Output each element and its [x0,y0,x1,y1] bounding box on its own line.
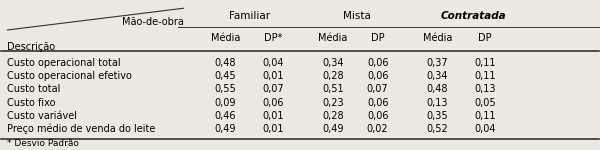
Text: 0,01: 0,01 [262,71,284,81]
Text: Contratada: Contratada [440,11,506,21]
Text: DP*: DP* [264,33,283,43]
Text: 0,06: 0,06 [367,71,388,81]
Text: Familiar: Familiar [229,11,270,21]
Text: 0,01: 0,01 [262,124,284,134]
Text: DP: DP [478,33,492,43]
Text: 0,46: 0,46 [215,111,236,121]
Text: 0,04: 0,04 [475,124,496,134]
Text: 0,55: 0,55 [214,84,236,94]
Text: 0,51: 0,51 [322,84,344,94]
Text: 0,06: 0,06 [367,111,388,121]
Text: 0,13: 0,13 [475,84,496,94]
Text: 0,07: 0,07 [262,84,284,94]
Text: 0,04: 0,04 [262,58,284,68]
Text: 0,52: 0,52 [427,124,448,134]
Text: 0,34: 0,34 [427,71,448,81]
Text: 0,49: 0,49 [322,124,344,134]
Text: * Desvio Padrão: * Desvio Padrão [7,139,79,148]
Text: 0,48: 0,48 [215,58,236,68]
Text: Preço médio de venda do leite: Preço médio de venda do leite [7,124,156,134]
Text: 0,23: 0,23 [322,98,344,108]
Text: 0,13: 0,13 [427,98,448,108]
Text: Custo total: Custo total [7,84,61,94]
Text: 0,06: 0,06 [262,98,284,108]
Text: 0,48: 0,48 [427,84,448,94]
Text: 0,28: 0,28 [322,111,344,121]
Text: 0,49: 0,49 [215,124,236,134]
Text: 0,01: 0,01 [262,111,284,121]
Text: Custo operacional total: Custo operacional total [7,58,121,68]
Text: 0,09: 0,09 [215,98,236,108]
Text: DP: DP [371,33,385,43]
Text: 0,37: 0,37 [427,58,448,68]
Text: 0,34: 0,34 [322,58,344,68]
Text: Média: Média [211,33,240,43]
Text: 0,11: 0,11 [475,71,496,81]
Text: 0,11: 0,11 [475,111,496,121]
Text: Custo operacional efetivo: Custo operacional efetivo [7,71,132,81]
Text: Custo fixo: Custo fixo [7,98,56,108]
Text: Custo variável: Custo variável [7,111,77,121]
Text: 0,07: 0,07 [367,84,388,94]
Text: 0,35: 0,35 [427,111,448,121]
Text: 0,45: 0,45 [215,71,236,81]
Text: 0,02: 0,02 [367,124,388,134]
Text: 0,05: 0,05 [475,98,496,108]
Text: Mão-de-obra: Mão-de-obra [122,17,184,27]
Text: Média: Média [422,33,452,43]
Text: Média: Média [318,33,347,43]
Text: Mista: Mista [343,11,371,21]
Text: 0,06: 0,06 [367,98,388,108]
Text: Descrição: Descrição [7,42,55,52]
Text: 0,11: 0,11 [475,58,496,68]
Text: 0,28: 0,28 [322,71,344,81]
Text: 0,06: 0,06 [367,58,388,68]
